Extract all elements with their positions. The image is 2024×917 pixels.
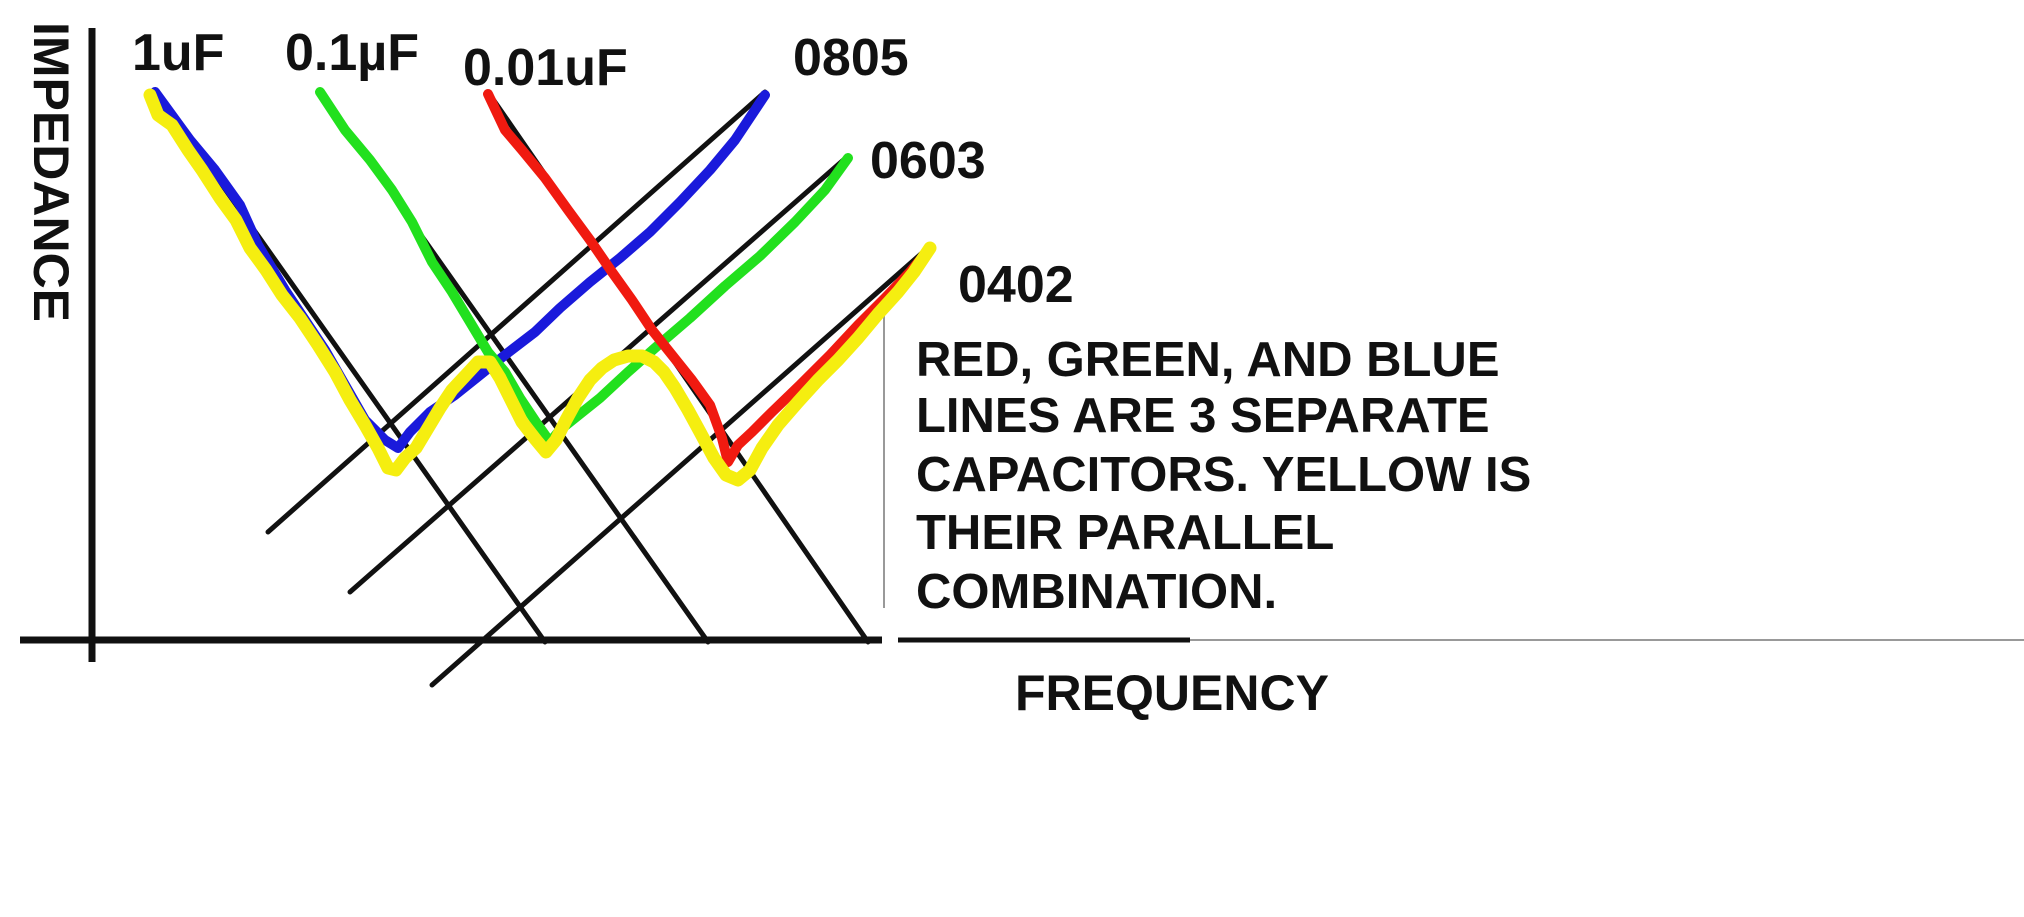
label-cap-3: 0.01uF xyxy=(463,39,628,97)
asymptote-ind-0402 xyxy=(429,243,933,688)
annotation-line-4: THEIR PARALLEL xyxy=(916,506,1334,560)
series-green-line xyxy=(315,87,853,447)
y-axis-title: IMPEDANCE xyxy=(23,22,79,322)
series-red-line xyxy=(483,89,935,467)
annotation-note: RED, GREEN, AND BLUE LINES ARE 3 SEPARAT… xyxy=(916,333,1531,619)
asymptote-ind-0805 xyxy=(265,89,768,535)
label-cap-2: 0.1µF xyxy=(285,24,419,82)
annotation-line-1: RED, GREEN, AND BLUE xyxy=(916,333,1500,387)
label-package-0402: 0402 xyxy=(958,256,1074,314)
annotation-line-5: COMBINATION. xyxy=(916,565,1277,619)
capacitive-asymptotes xyxy=(152,87,871,645)
label-package-0603: 0603 xyxy=(870,132,986,190)
annotation-line-3: CAPACITORS. YELLOW IS xyxy=(916,448,1531,502)
label-package-0805: 0805 xyxy=(793,29,909,87)
series-blue-line xyxy=(150,87,770,453)
annotation-line-2: LINES ARE 3 SEPARATE xyxy=(916,389,1490,443)
x-axis-title: FREQUENCY xyxy=(1015,665,1329,721)
label-cap-1: 1uF xyxy=(132,24,224,82)
series-yellow-line xyxy=(143,88,937,487)
